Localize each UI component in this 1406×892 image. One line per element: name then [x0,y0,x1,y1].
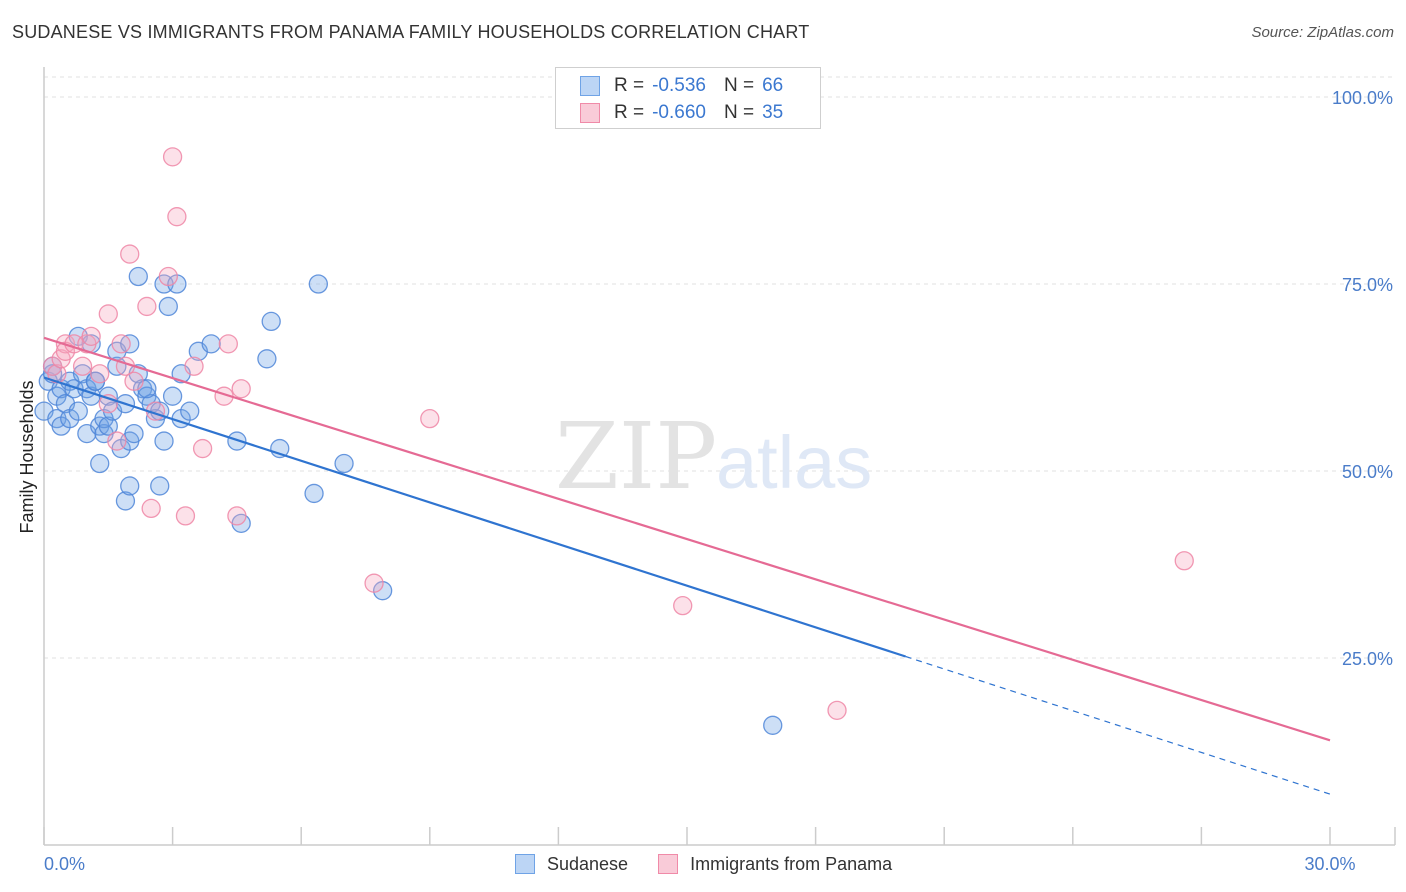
data-point [231,379,251,399]
data-point [184,356,204,376]
y-tick-label: 75.0% [1342,275,1393,295]
data-point [124,423,144,444]
data-point [141,498,161,519]
watermark-zip: ZIP [555,403,717,510]
data-point [81,326,101,347]
data-point [364,573,384,593]
data-points [34,147,1194,735]
legend-swatch-sudanese [580,76,600,96]
legend-r-value: -0.660 [652,102,706,123]
legend-n-value: 66 [762,75,784,96]
data-point [158,296,178,317]
y-axis-title: Family Households [17,380,37,533]
correlation-legend: R = -0.536 N = 66 R = -0.660 N = 35 [555,67,821,129]
legend-r-label: R = [614,75,645,96]
legend-swatch-panama [580,103,600,123]
data-point [227,506,247,526]
data-point [158,266,178,287]
legend-r-label: R = [614,102,645,123]
data-point [120,244,140,264]
data-point [162,147,183,167]
data-point [257,349,277,369]
data-point [180,401,200,421]
data-point [98,416,118,436]
data-point [201,334,221,354]
data-point [111,334,131,354]
data-point [218,334,238,354]
legend-n-label: N = [723,102,755,123]
trend-line-0 [43,376,906,658]
data-point [304,483,324,504]
data-point [120,476,140,496]
data-point [167,207,187,227]
data-point [763,715,783,735]
data-point [162,386,183,406]
axes [43,67,1396,846]
x-tick-label: 0.0% [44,854,85,874]
data-point [98,304,118,324]
data-point [420,408,440,429]
zipatlas-watermark: ZIP atlas [555,403,872,510]
data-point [192,438,213,459]
data-point [72,356,93,376]
series-name-panama: Immigrants from Panama [690,853,893,874]
series-legend-sudanese[interactable]: Sudanese [515,854,628,875]
data-point [137,296,157,317]
legend-r-value: -0.536 [652,75,706,96]
data-point [128,266,148,287]
trend-line-1 [43,336,1331,742]
data-point [115,491,136,511]
legend-n-value: 35 [762,102,784,123]
series-swatch-panama [658,854,679,874]
series-legend: Sudanese Immigrants from Panama [515,852,922,876]
data-point [261,311,281,332]
data-point [154,431,174,451]
data-point [107,431,127,451]
data-point [150,476,170,496]
series-points-1 [42,147,1194,721]
trend-lines [43,336,1331,795]
series-name-sudanese: Sudanese [547,853,629,874]
y-tick-label: 100.0% [1332,88,1393,108]
data-point [90,364,110,384]
trend-line-extension-0 [905,655,1331,795]
series-swatch-sudanese [515,854,535,874]
data-point [124,371,144,391]
y-tick-label: 50.0% [1342,462,1393,482]
data-point [68,401,88,421]
chart-title: SUDANESE VS IMMIGRANTS FROM PANAMA FAMIL… [12,22,810,42]
gridlines [44,76,1395,659]
legend-row-sudanese: R = -0.536 N = 66 [580,74,783,98]
source-text: Source: ZipAtlas.com [1251,24,1394,41]
data-point [175,506,196,526]
data-point [1174,551,1194,571]
series-legend-panama[interactable]: Immigrants from Panama [658,854,892,875]
y-tick-labels: 25.0% 50.0% 75.0% 100.0% [1332,88,1393,669]
x-tick-labels: 0.0% 30.0% [44,854,1356,874]
data-point [827,700,847,721]
data-point [90,453,110,474]
data-point [334,453,354,474]
data-point [673,595,693,616]
data-point [308,274,328,294]
legend-n-label: N = [723,75,755,96]
legend-row-panama: R = -0.660 N = 35 [580,101,783,125]
watermark-atlas: atlas [716,421,872,504]
y-tick-label: 25.0% [1342,649,1393,669]
x-tick-label: 30.0% [1304,854,1355,874]
